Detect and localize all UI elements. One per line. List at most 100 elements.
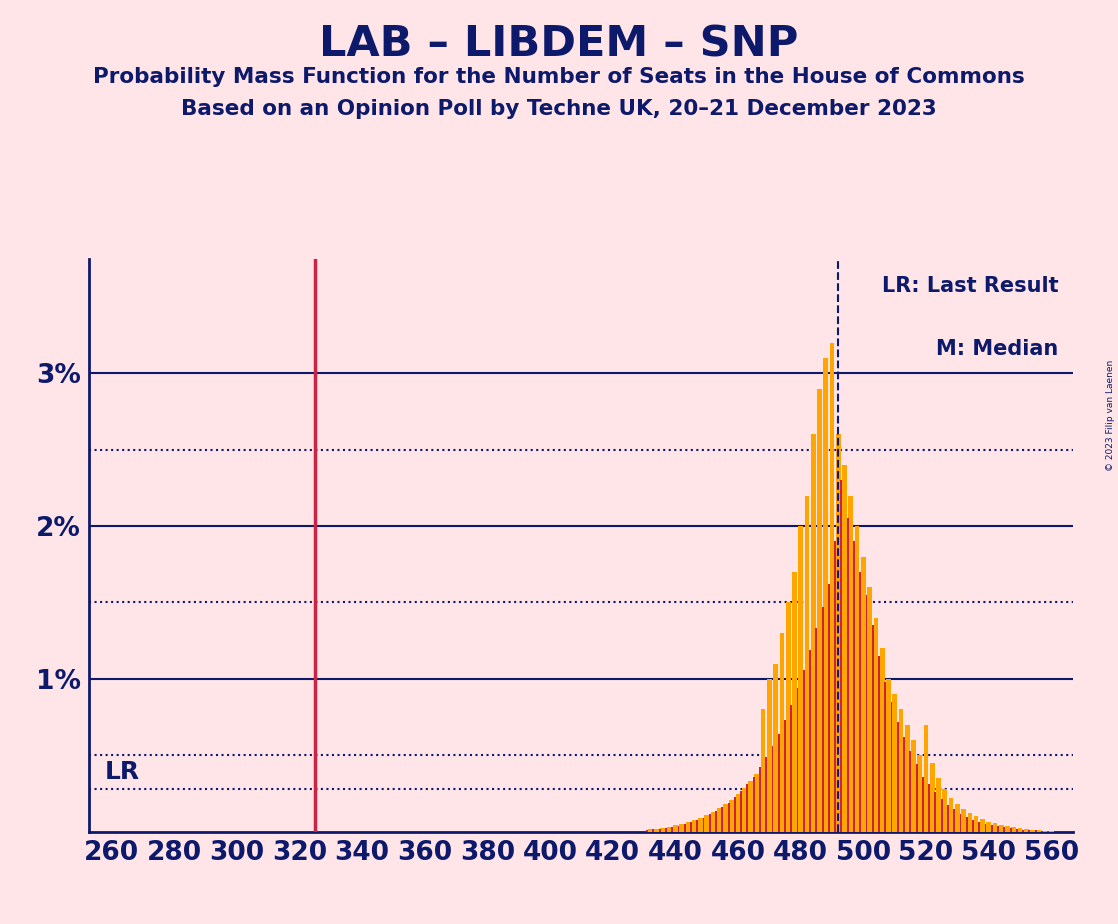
- Bar: [986, 821, 991, 832]
- Bar: [922, 776, 923, 832]
- Bar: [846, 518, 849, 832]
- Bar: [967, 813, 973, 832]
- Bar: [717, 808, 721, 832]
- Bar: [766, 757, 767, 832]
- Bar: [1017, 828, 1022, 832]
- Bar: [817, 389, 822, 832]
- Bar: [684, 824, 685, 832]
- Bar: [861, 556, 865, 832]
- Bar: [855, 526, 860, 832]
- Bar: [665, 828, 667, 832]
- Bar: [980, 820, 985, 832]
- Bar: [830, 343, 834, 832]
- Bar: [998, 825, 1004, 832]
- Bar: [991, 825, 993, 832]
- Bar: [692, 821, 697, 832]
- Bar: [1035, 831, 1036, 832]
- Bar: [916, 764, 918, 832]
- Bar: [728, 803, 730, 832]
- Bar: [955, 804, 959, 832]
- Bar: [709, 814, 711, 832]
- Bar: [654, 829, 659, 832]
- Bar: [671, 827, 673, 832]
- Text: LR: Last Result: LR: Last Result: [882, 276, 1059, 296]
- Bar: [997, 826, 999, 832]
- Bar: [784, 720, 786, 832]
- Bar: [648, 830, 653, 832]
- Bar: [1029, 830, 1031, 832]
- Bar: [966, 817, 968, 832]
- Bar: [842, 465, 847, 832]
- Bar: [1016, 829, 1017, 832]
- Bar: [899, 710, 903, 832]
- Bar: [823, 358, 828, 832]
- Bar: [790, 705, 793, 832]
- Bar: [873, 618, 879, 832]
- Bar: [778, 734, 779, 832]
- Bar: [949, 798, 954, 832]
- Bar: [661, 828, 665, 832]
- Bar: [836, 434, 841, 832]
- Bar: [680, 824, 684, 832]
- Bar: [685, 822, 690, 832]
- Text: Probability Mass Function for the Number of Seats in the House of Commons: Probability Mass Function for the Number…: [93, 67, 1025, 87]
- Bar: [771, 746, 774, 832]
- Bar: [993, 823, 997, 832]
- Bar: [923, 724, 928, 832]
- Bar: [834, 541, 836, 832]
- Bar: [666, 827, 672, 832]
- Bar: [792, 572, 797, 832]
- Bar: [897, 722, 899, 832]
- Bar: [690, 822, 692, 832]
- Bar: [878, 656, 880, 832]
- Bar: [978, 822, 980, 832]
- Bar: [659, 829, 661, 832]
- Bar: [961, 808, 966, 832]
- Bar: [947, 805, 949, 832]
- Text: Based on an Opinion Poll by Techne UK, 20–21 December 2023: Based on an Opinion Poll by Techne UK, 2…: [181, 99, 937, 119]
- Bar: [653, 830, 654, 832]
- Bar: [936, 778, 941, 832]
- Bar: [911, 740, 916, 832]
- Bar: [759, 768, 761, 832]
- Bar: [891, 701, 892, 832]
- Bar: [767, 679, 771, 832]
- Bar: [880, 649, 884, 832]
- Bar: [918, 755, 922, 832]
- Bar: [811, 434, 815, 832]
- Bar: [904, 724, 910, 832]
- Bar: [797, 688, 798, 832]
- Bar: [930, 763, 935, 832]
- Bar: [1043, 831, 1048, 832]
- Bar: [872, 626, 873, 832]
- Bar: [779, 633, 784, 832]
- Bar: [697, 821, 699, 832]
- Bar: [798, 526, 803, 832]
- Bar: [646, 830, 648, 832]
- Bar: [860, 572, 861, 832]
- Bar: [972, 820, 974, 832]
- Bar: [673, 825, 678, 832]
- Bar: [868, 587, 872, 832]
- Bar: [985, 824, 986, 832]
- Bar: [1004, 828, 1005, 832]
- Bar: [940, 798, 942, 832]
- Bar: [822, 607, 824, 832]
- Bar: [755, 773, 759, 832]
- Bar: [828, 584, 830, 832]
- Bar: [742, 788, 747, 832]
- Bar: [729, 799, 735, 832]
- Bar: [959, 813, 961, 832]
- Bar: [1036, 830, 1041, 832]
- Bar: [723, 804, 728, 832]
- Bar: [884, 682, 887, 832]
- Bar: [809, 650, 811, 832]
- Bar: [721, 808, 723, 832]
- Bar: [954, 809, 955, 832]
- Bar: [935, 792, 937, 832]
- Bar: [736, 794, 740, 832]
- Bar: [740, 791, 742, 832]
- Bar: [903, 736, 906, 832]
- Bar: [1030, 830, 1035, 832]
- Bar: [942, 789, 947, 832]
